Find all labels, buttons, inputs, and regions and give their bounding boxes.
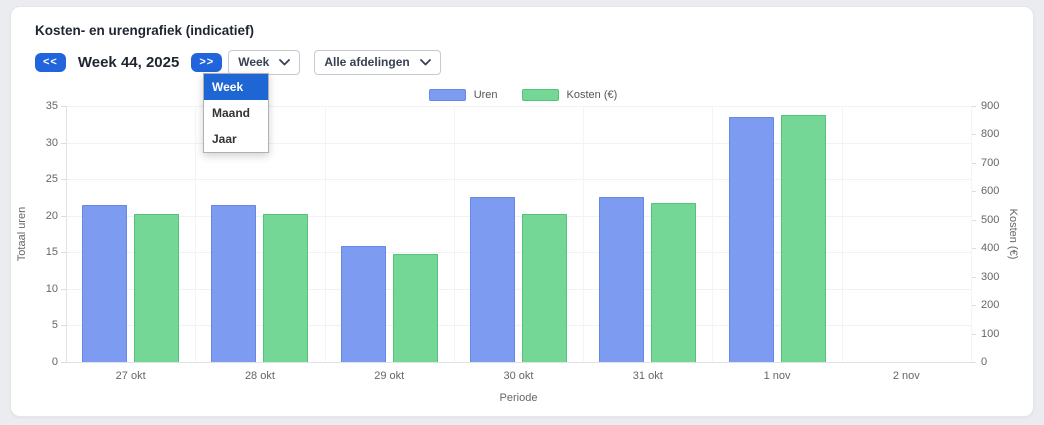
bar-kosten-31-okt[interactable] [651,203,697,362]
bar-kosten-28-okt[interactable] [263,214,309,362]
right-axis-tick-label: 800 [981,128,1000,141]
left-axis-tick-label: 15 [45,246,58,259]
bar-uren-28-okt[interactable] [211,205,257,362]
department-select-value: Alle afdelingen [324,55,410,69]
tick-mark [61,325,66,327]
right-axis-tick-label: 600 [981,185,1000,198]
tick-mark [971,162,976,164]
page-title: Kosten- en urengrafiek (indicatief) [35,23,255,38]
right-axis-tick-label: 400 [981,242,1000,255]
x-axis-tick-label: 29 okt [374,370,405,382]
x-axis-tick-label: 27 okt [115,370,146,382]
gridline [66,106,971,107]
chart-legend: Uren Kosten (€) [11,89,1035,101]
x-axis-tick-label: 28 okt [244,370,275,382]
left-axis-line [66,106,67,362]
gridline [66,142,971,144]
bar-kosten-1-nov[interactable] [780,115,826,362]
tick-mark [61,252,66,254]
tick-mark [61,142,66,144]
previous-week-button[interactable]: << [35,52,66,72]
right-axis-tick-label: 0 [981,356,988,368]
right-axis-tick-label: 500 [981,213,1000,226]
gridline [195,106,197,362]
gridline [66,288,971,290]
gridline [712,106,714,362]
tick-mark [971,305,976,307]
chevron-down-icon [419,58,431,66]
department-select[interactable]: Alle afdelingen [314,49,441,75]
x-axis-tick-label: 2 nov [892,370,920,382]
period-select[interactable]: Week [228,49,301,75]
gridline [66,252,971,254]
gridline [453,106,455,362]
gridline [66,362,971,363]
right-axis-tick-label: 300 [981,270,1000,283]
tick-mark [971,106,976,107]
dropdown-option-week[interactable]: Week [204,74,268,100]
tick-mark [61,179,66,181]
bar-uren-1-nov[interactable] [728,117,774,362]
gridline [66,179,971,181]
chart-card: Kosten- en urengrafiek (indicatief) << W… [10,6,1034,417]
gridline [66,215,971,217]
tick-mark [971,134,976,136]
left-axis-tick-label: 35 [45,100,58,112]
legend-swatch [428,89,466,101]
left-axis-tick-label: 5 [51,319,58,332]
bar-uren-27-okt[interactable] [82,205,128,362]
gridline [66,325,971,327]
gridline [971,106,972,362]
gridline [583,106,585,362]
gridline [324,106,326,362]
bar-uren-29-okt[interactable] [340,246,386,362]
gridline [841,106,843,362]
left-axis-tick-label: 0 [51,356,58,368]
tick-mark [61,215,66,217]
legend-item-uren[interactable]: Uren [428,89,498,101]
tick-mark [971,219,976,221]
tick-mark [61,106,66,107]
right-axis-title: Kosten (€) [1007,208,1019,260]
legend-swatch [521,89,559,101]
left-axis-tick-label: 30 [45,136,58,149]
tick-mark [61,362,66,363]
left-axis-tick-label: 20 [45,209,58,222]
left-axis-tick-label: 10 [45,282,58,295]
period-select-value: Week [238,55,270,69]
period-select-dropdown: Week Maand Jaar [203,73,269,153]
x-axis-tick-label: 31 okt [632,370,663,382]
period-label: Week 44, 2025 [77,53,180,71]
tick-mark [971,276,976,278]
right-axis-tick-label: 700 [981,156,1000,169]
next-week-button[interactable]: >> [191,52,223,72]
left-axis-title: Totaal uren [16,206,28,262]
tick-mark [61,288,66,290]
bar-kosten-27-okt[interactable] [134,214,180,362]
right-axis-tick-label: 100 [981,327,1000,340]
tick-mark [971,248,976,250]
bar-kosten-30-okt[interactable] [522,214,567,362]
bar-uren-30-okt[interactable] [470,197,515,362]
chart-plot-area: 0 5 10 15 20 25 30 35 0 100 200 300 400 500 600 700 800 9… [46,100,1000,382]
x-axis-title: Periode [499,392,538,404]
bar-kosten-29-okt[interactable] [392,254,438,362]
legend-item-kosten[interactable]: Kosten (€) [521,89,618,101]
x-axis-tick-label: 1 nov [763,370,791,382]
legend-label: Kosten (€) [566,89,618,101]
left-axis-tick-label: 25 [45,173,58,186]
legend-label: Uren [473,89,498,101]
x-axis-tick-label: 30 okt [503,370,534,382]
right-axis-tick-label: 900 [981,100,1000,112]
chevron-down-icon [279,58,291,66]
tick-mark [971,191,976,193]
dropdown-option-jaar[interactable]: Jaar [212,132,237,146]
tick-mark [971,333,976,335]
dropdown-option-maand[interactable]: Maand [212,106,251,120]
right-axis-tick-label: 200 [981,299,1000,312]
hours-costs-bar-chart: Uren Kosten (€) 0 5 10 15 20 25 30 35 0 100 200 300 4… [11,81,1035,411]
bar-uren-31-okt[interactable] [599,197,645,362]
toolbar: << Week 44, 2025 >> Week Alle afdelingen [35,49,441,75]
tick-mark [971,362,976,363]
